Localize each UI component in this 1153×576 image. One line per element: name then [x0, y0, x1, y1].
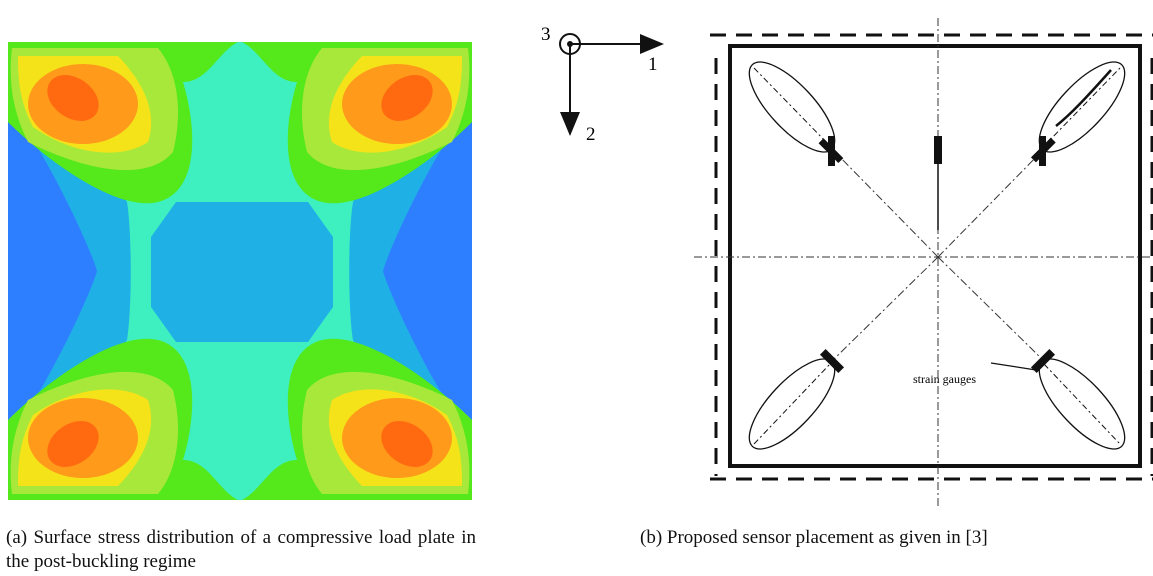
annotation-leader — [990, 362, 1037, 371]
stress-contour-plot — [8, 42, 472, 500]
sensor-placement-diagram: 3 1 2 — [536, 18, 1153, 508]
caption-panel-b: (b) Proposed sensor placement as given i… — [640, 527, 988, 548]
sensor-placement-svg: 3 1 2 — [541, 18, 1153, 508]
gauge-bottom-left — [819, 348, 845, 374]
gauge-top-left-diag — [818, 138, 844, 164]
gauge-bottom-right — [1030, 348, 1056, 374]
axis-2-label: 2 — [586, 124, 596, 145]
stress-lobe-bottom-right — [242, 338, 472, 500]
stress-lobe-top-right — [242, 42, 472, 204]
dashed-outer-frame — [710, 33, 1153, 481]
axis-3-label: 3 — [541, 24, 551, 45]
axis-1-label: 1 — [648, 54, 658, 75]
gauge-top-center — [934, 136, 942, 164]
center-lines — [694, 18, 1153, 508]
contour-center — [151, 202, 333, 342]
coordinate-axes: 3 1 2 — [541, 24, 664, 145]
stress-lobe-top-left — [8, 42, 238, 204]
crack-line — [1055, 69, 1112, 127]
caption-panel-a: (a) Surface stress distribution of a com… — [6, 527, 476, 572]
strain-gauges-label: strain gauges — [913, 372, 976, 386]
strain-gauges — [818, 136, 1056, 374]
gauge-top-right-diag — [1030, 137, 1056, 163]
stress-lobe-bottom-left — [8, 338, 238, 500]
stress-contour-svg — [8, 42, 472, 500]
plate-outline — [728, 44, 1142, 468]
